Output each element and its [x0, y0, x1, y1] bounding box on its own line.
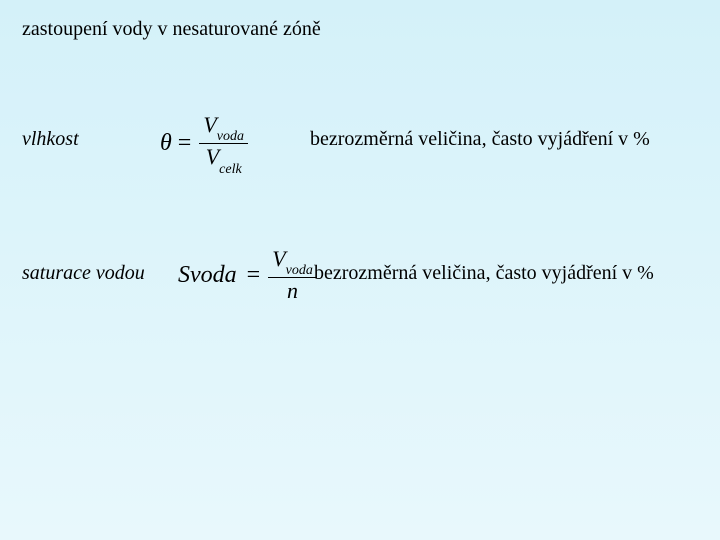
row1-formula: θ = Vvoda Vcelk: [160, 112, 248, 175]
row1-denominator: Vcelk: [202, 144, 246, 175]
row2-label: saturace vodou: [22, 262, 145, 285]
row2-lhs: Svoda: [178, 262, 237, 289]
equals-sign: =: [178, 130, 192, 157]
row1-fraction: Vvoda Vcelk: [199, 112, 248, 175]
row2-fraction: Vvoda n: [268, 246, 317, 305]
slide-title: zastoupení vody v nesaturované zóně: [22, 18, 321, 41]
row1-label: vlhkost: [22, 128, 79, 151]
row1-lhs: θ: [160, 130, 172, 157]
row1-numerator: Vvoda: [199, 112, 248, 144]
row2-numerator: Vvoda: [268, 246, 317, 278]
row2-description: bezrozměrná veličina, často vyjádření v …: [314, 262, 654, 285]
equals-sign: =: [247, 262, 261, 289]
row2-formula: Svoda = Vvoda n: [178, 246, 317, 305]
row2-denominator: n: [283, 278, 302, 304]
row1-description: bezrozměrná veličina, často vyjádření v …: [310, 128, 650, 151]
